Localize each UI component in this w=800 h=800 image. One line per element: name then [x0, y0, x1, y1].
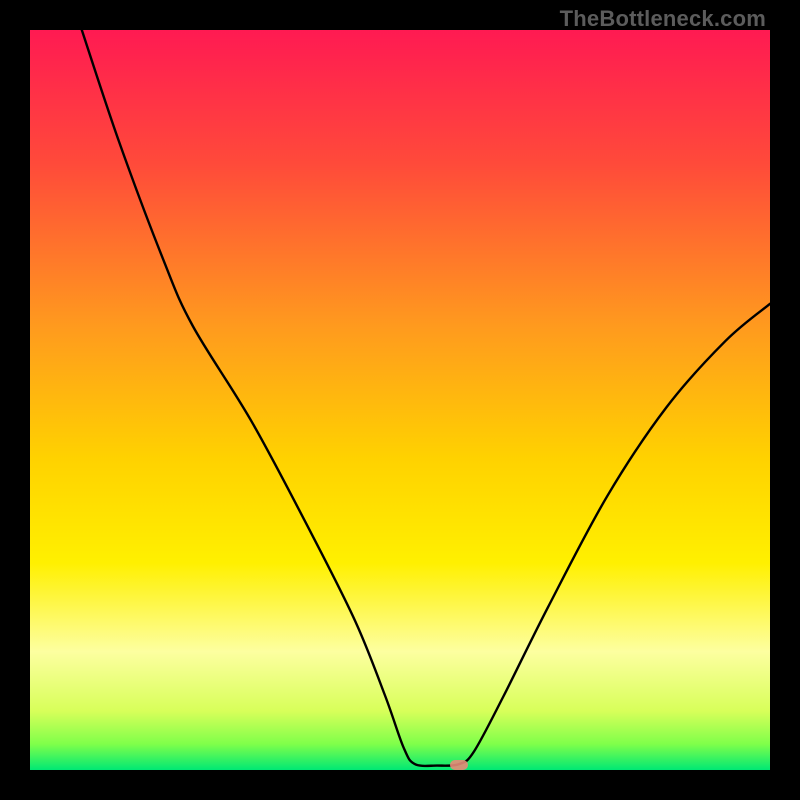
watermark-text: TheBottleneck.com [560, 6, 766, 32]
bottleneck-curve [30, 30, 770, 770]
optimum-marker [450, 760, 468, 770]
chart-frame: TheBottleneck.com [0, 0, 800, 800]
plot-area [30, 30, 770, 770]
